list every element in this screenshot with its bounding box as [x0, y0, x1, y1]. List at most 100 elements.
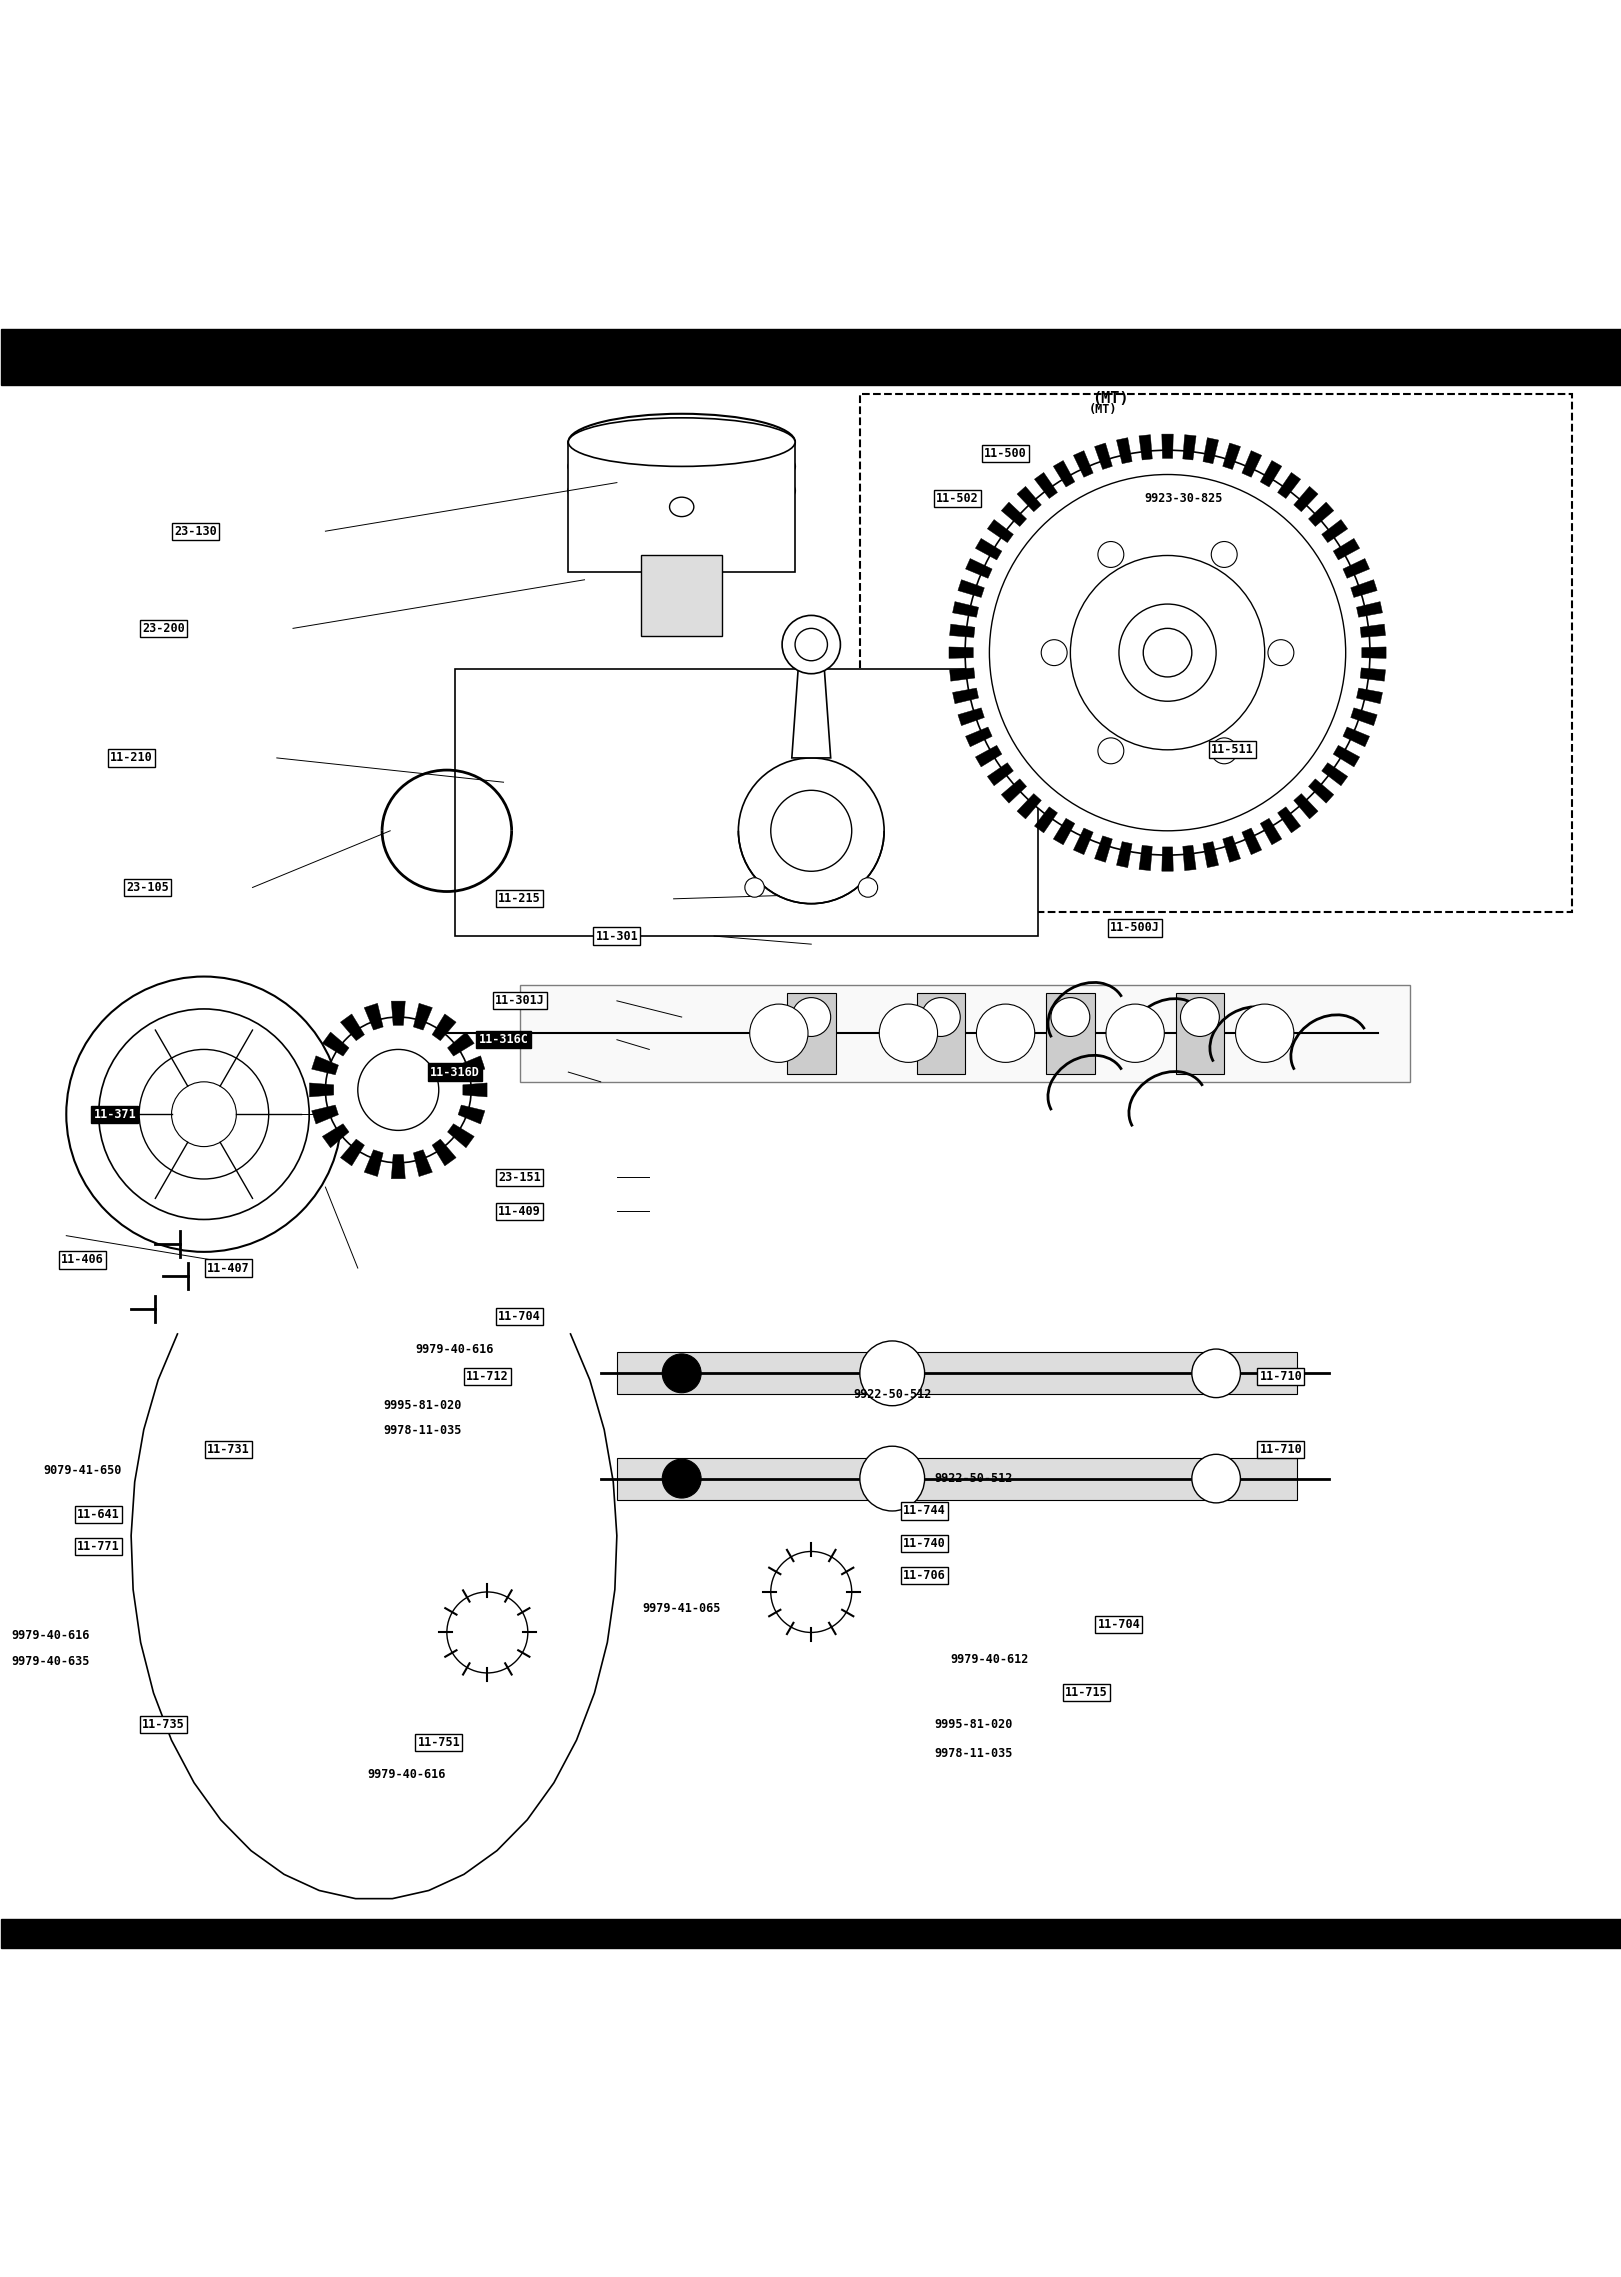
Polygon shape: [1162, 435, 1174, 458]
Circle shape: [1268, 640, 1294, 665]
Polygon shape: [365, 1004, 383, 1029]
Polygon shape: [1321, 519, 1347, 542]
Circle shape: [1097, 542, 1123, 567]
Polygon shape: [1332, 537, 1360, 560]
Circle shape: [739, 758, 883, 904]
Text: 9979-41-065: 9979-41-065: [642, 1601, 721, 1614]
Bar: [642, 556, 723, 638]
Polygon shape: [966, 558, 992, 578]
Polygon shape: [365, 1150, 383, 1177]
Polygon shape: [413, 1150, 433, 1177]
Polygon shape: [1054, 460, 1075, 487]
Polygon shape: [1277, 806, 1300, 833]
Polygon shape: [1183, 435, 1196, 460]
Bar: [1175, 993, 1224, 1075]
Polygon shape: [433, 1138, 456, 1166]
Text: 9979-40-612: 9979-40-612: [950, 1653, 1029, 1667]
Polygon shape: [1034, 471, 1057, 499]
Text: 9995-81-020: 9995-81-020: [934, 1719, 1013, 1731]
Circle shape: [989, 474, 1345, 831]
Polygon shape: [953, 601, 979, 617]
Polygon shape: [1260, 460, 1282, 487]
Text: 11-407: 11-407: [207, 1261, 250, 1275]
Polygon shape: [1094, 836, 1112, 863]
Polygon shape: [976, 745, 1002, 767]
Circle shape: [1180, 997, 1219, 1036]
Circle shape: [1050, 997, 1089, 1036]
Text: 23-151: 23-151: [498, 1170, 541, 1184]
Polygon shape: [1360, 624, 1386, 638]
Text: 11-316C: 11-316C: [478, 1034, 528, 1045]
Circle shape: [1211, 738, 1237, 763]
Polygon shape: [340, 1138, 365, 1166]
Polygon shape: [1242, 451, 1261, 478]
Text: 11-210: 11-210: [110, 751, 152, 765]
Text: 9978-11-035: 9978-11-035: [934, 1746, 1013, 1760]
Text: 11-735: 11-735: [143, 1719, 185, 1731]
Circle shape: [1070, 556, 1264, 749]
Polygon shape: [1073, 451, 1093, 478]
Text: 11-740: 11-740: [903, 1537, 947, 1551]
Polygon shape: [1117, 437, 1131, 465]
Text: 11-731: 11-731: [207, 1444, 250, 1455]
Text: 11-710: 11-710: [1260, 1444, 1302, 1455]
Polygon shape: [950, 667, 974, 681]
Polygon shape: [953, 688, 979, 704]
Text: 9995-81-020: 9995-81-020: [384, 1400, 462, 1412]
Polygon shape: [1342, 726, 1370, 747]
Text: 11-301: 11-301: [595, 929, 639, 943]
Text: 11-502: 11-502: [935, 492, 979, 505]
Text: 9979-40-616: 9979-40-616: [368, 1769, 446, 1781]
Polygon shape: [311, 1104, 339, 1125]
Circle shape: [964, 451, 1370, 856]
Text: 9922-50-512: 9922-50-512: [853, 1389, 932, 1400]
Bar: [786, 993, 835, 1075]
Circle shape: [447, 1592, 528, 1674]
Text: 9079-41-650: 9079-41-650: [44, 1464, 122, 1478]
Circle shape: [1097, 738, 1123, 763]
Polygon shape: [433, 1013, 456, 1041]
Polygon shape: [1294, 795, 1318, 820]
Polygon shape: [1321, 763, 1347, 786]
Polygon shape: [1162, 847, 1174, 872]
Polygon shape: [1242, 829, 1261, 854]
Polygon shape: [1308, 503, 1334, 526]
Bar: [456, 669, 1037, 936]
Polygon shape: [958, 581, 984, 597]
Polygon shape: [1260, 817, 1282, 845]
Polygon shape: [323, 1031, 349, 1057]
Text: 11-301J: 11-301J: [494, 995, 545, 1006]
Polygon shape: [1350, 708, 1378, 726]
Bar: [618, 1353, 1297, 1394]
Text: 11-704: 11-704: [498, 1309, 541, 1323]
Polygon shape: [948, 647, 973, 658]
Polygon shape: [1357, 601, 1383, 617]
Polygon shape: [323, 1125, 349, 1148]
Text: 11-406: 11-406: [62, 1252, 104, 1266]
Text: 9922-50-512: 9922-50-512: [934, 1473, 1013, 1485]
Circle shape: [859, 1446, 924, 1512]
Circle shape: [781, 615, 840, 674]
Polygon shape: [413, 1004, 433, 1029]
Polygon shape: [987, 519, 1013, 542]
Text: 23-105: 23-105: [126, 881, 169, 895]
Bar: [859, 394, 1572, 911]
Circle shape: [791, 997, 830, 1036]
Text: (MT): (MT): [1089, 403, 1117, 417]
Text: 11-715: 11-715: [1065, 1685, 1107, 1699]
Circle shape: [99, 1009, 310, 1220]
Circle shape: [663, 1355, 702, 1394]
Polygon shape: [1357, 688, 1383, 704]
Polygon shape: [1183, 845, 1196, 870]
Circle shape: [879, 1004, 937, 1063]
Ellipse shape: [669, 496, 694, 517]
Circle shape: [921, 997, 960, 1036]
Bar: [618, 1457, 1297, 1501]
Polygon shape: [1342, 558, 1370, 578]
Polygon shape: [1203, 842, 1219, 868]
Text: 9979-40-635: 9979-40-635: [11, 1655, 89, 1669]
Polygon shape: [1308, 779, 1334, 804]
Polygon shape: [1222, 444, 1240, 469]
Text: 9979-40-616: 9979-40-616: [11, 1628, 89, 1642]
Circle shape: [770, 790, 851, 872]
